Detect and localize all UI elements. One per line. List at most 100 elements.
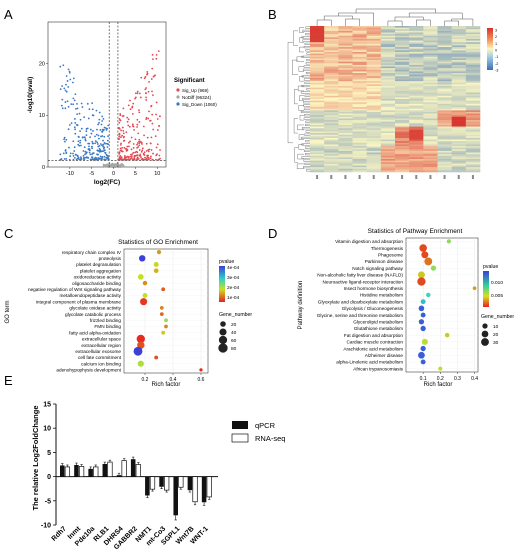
bar-qpcr (130, 459, 136, 477)
heatmap-cell (352, 69, 367, 72)
heatmap-cell (409, 146, 424, 148)
heatmap-cell (451, 56, 467, 59)
heatmap-cell (310, 43, 325, 46)
pathway-point (424, 257, 433, 266)
volcano-point-down (102, 150, 105, 152)
volcano-point-up (134, 92, 137, 95)
pathway-point (418, 319, 425, 325)
volcano-point-down (74, 93, 77, 96)
heatmap-cell (423, 107, 438, 110)
heatmap-cell (437, 92, 452, 95)
heatmap-cell (352, 144, 367, 147)
heatmap-cell (423, 27, 438, 30)
volcano-point-down (92, 114, 95, 117)
heatmap-cell (451, 86, 467, 88)
heatmap-cell (395, 120, 410, 123)
heatmap-cell (451, 29, 467, 32)
volcano-point-down (87, 157, 89, 159)
heatmap-cell (366, 37, 382, 40)
heatmap-cell (423, 139, 438, 142)
heatmap-cell (310, 47, 325, 50)
volcano-point-down (87, 117, 90, 120)
heatmap-column-label-mark (457, 175, 460, 179)
heatmap-cell (366, 139, 382, 142)
heatmap-cell (409, 79, 424, 82)
volcano-point-up (134, 138, 137, 141)
go-enrichment-chart: Statistics of GO Enrichment respiratory … (5, 239, 252, 388)
heatmap-cell (310, 120, 325, 123)
heatmap-cell (437, 170, 452, 173)
heatmap-cell (465, 26, 481, 28)
heatmap-cell (338, 42, 353, 45)
heatmap-cell (409, 76, 424, 79)
heatmap-cell (409, 66, 424, 69)
heatmap-cell (465, 105, 481, 108)
heatmap-cell (465, 34, 481, 37)
pathway-size-tick: 10 (493, 324, 499, 330)
volcano-point-up (123, 154, 126, 157)
volcano-point-down (90, 145, 93, 148)
volcano-point-down (63, 138, 65, 141)
heatmap-cell (451, 137, 467, 140)
volcano-point-down (80, 102, 83, 105)
heatmap-cell (324, 30, 339, 33)
volcano-point-up (131, 112, 134, 115)
heatmap-cell (465, 64, 481, 67)
heatmap-cell (380, 47, 396, 50)
heatmap-cell (338, 56, 353, 59)
heatmap-cell (423, 32, 438, 35)
pathway-point (420, 359, 426, 365)
volcano-point-up (134, 97, 136, 100)
heatmap-cell (366, 69, 382, 72)
heatmap-cell (465, 40, 481, 43)
pathway-label: Notch signaling pathway (352, 266, 403, 271)
heatmap-cell (310, 81, 325, 84)
heatmap-cell (423, 165, 438, 168)
heatmap-cell (395, 134, 410, 137)
go-point (199, 368, 203, 372)
heatmap-cell (465, 74, 481, 77)
heatmap-cell (352, 162, 367, 165)
heatmap-cell (465, 99, 481, 101)
heatmap-cell (366, 126, 382, 129)
bar-rnaseq (149, 476, 156, 490)
pathway-label: Insect hormone biosynthesis (344, 286, 404, 291)
go-term-label: frizzled binding (90, 318, 122, 323)
volcano-point-up (156, 129, 159, 131)
heatmap-cell (409, 157, 424, 160)
volcano-point-up (119, 119, 122, 122)
heatmap-cell (324, 162, 339, 165)
heatmap-cell (380, 58, 396, 61)
volcano-point-down (72, 154, 75, 157)
heatmap-cell (395, 82, 410, 85)
heatmap-cell (338, 84, 353, 87)
volcano-point-down (84, 150, 87, 153)
volcano-point-up (150, 149, 153, 151)
volcano-point-up (136, 92, 139, 95)
heatmap-cell (324, 121, 339, 124)
heatmap-cell (465, 155, 481, 158)
heatmap-cell (352, 110, 367, 113)
volcano-point-up (128, 125, 131, 128)
volcano-point-up (146, 72, 149, 75)
heatmap-cell (366, 137, 382, 140)
heatmap-cell (437, 34, 452, 37)
heatmap-cell (409, 55, 424, 58)
pathway-point (420, 299, 426, 305)
heatmap-cell (395, 110, 410, 113)
heatmap-cell (338, 66, 353, 69)
heatmap-cell (465, 84, 481, 87)
volcano-point-up (151, 122, 154, 125)
volcano-point-up (132, 143, 135, 145)
volcano-point-up (133, 129, 136, 131)
heatmap-cell (324, 144, 339, 147)
volcano-point-up (152, 128, 155, 131)
heatmap-cell (423, 154, 438, 157)
heatmap-cell (395, 77, 410, 80)
volcano-point-up (151, 53, 154, 56)
heatmap-cell (338, 159, 353, 161)
volcano-point-down (79, 156, 82, 159)
heatmap-cell (395, 121, 410, 124)
